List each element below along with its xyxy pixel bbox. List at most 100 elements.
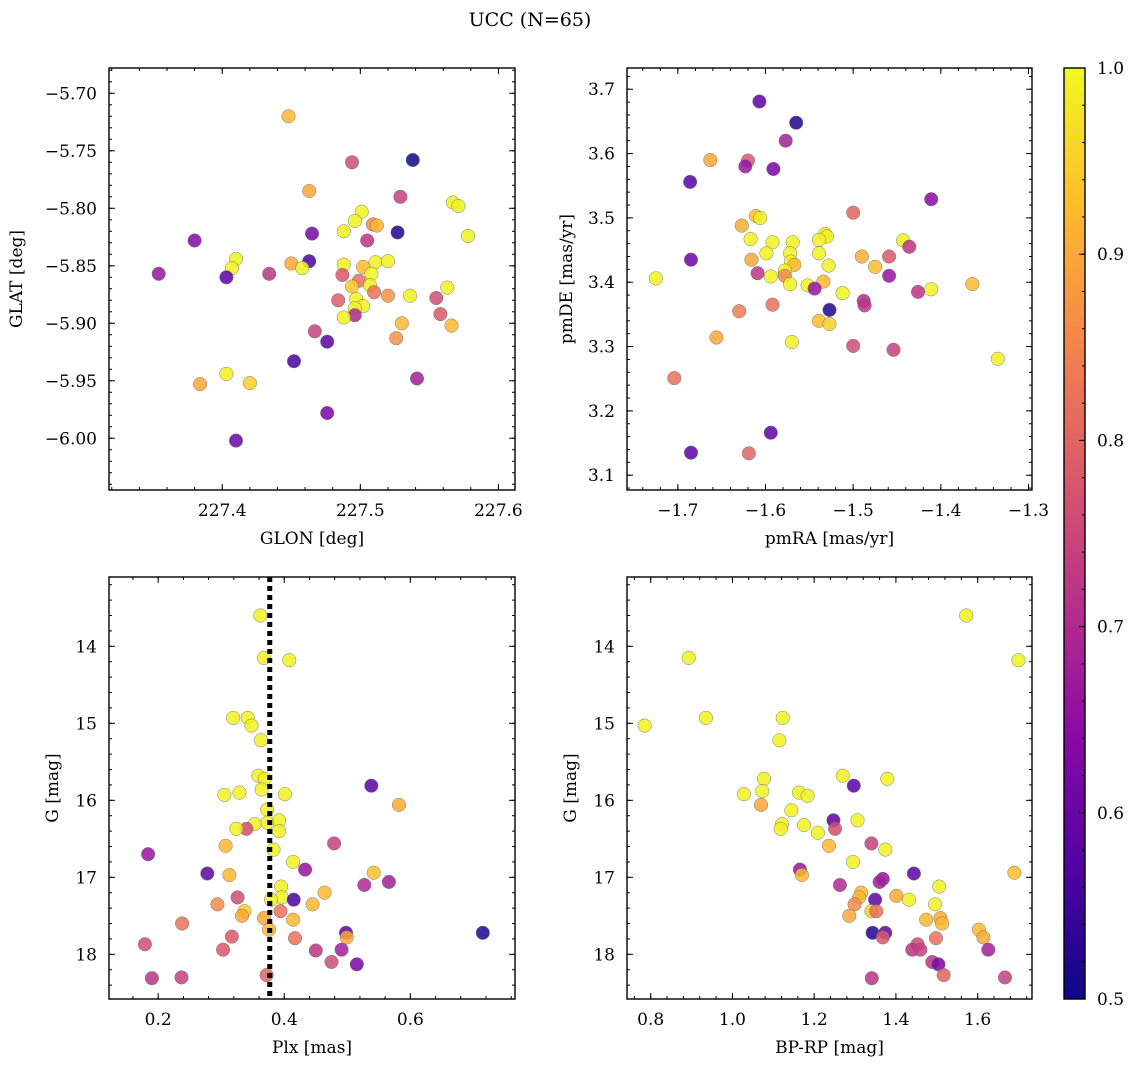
data-point [317, 885, 332, 900]
data-point [734, 218, 749, 233]
data-point [846, 338, 861, 353]
data-point [390, 225, 405, 240]
data-point [736, 787, 751, 802]
data-point [369, 218, 384, 233]
data-point [334, 942, 349, 957]
data-point [822, 302, 837, 317]
data-point [842, 908, 857, 923]
y-tick-label: 3.3 [588, 338, 615, 358]
y-tick-label: 14 [593, 637, 615, 657]
data-point [990, 351, 1005, 366]
y-tick-label: 18 [75, 945, 97, 965]
data-point [144, 971, 159, 986]
panel-glon-glat: 227.4 227.5 227.6 −5.70 −5.75 −5.80 −5.85 −5.90… [7, 67, 523, 549]
x-axis-label: Plx [mas] [272, 1038, 352, 1058]
data-point [753, 210, 768, 225]
data-point [784, 334, 799, 350]
data-point [886, 342, 901, 357]
data-point [440, 280, 455, 295]
data-point [835, 286, 850, 301]
data-point [794, 867, 809, 883]
data-point [703, 152, 718, 168]
x-axis-label: BP-RP [mag] [775, 1038, 884, 1058]
y-tick-label: 14 [75, 637, 97, 657]
x-tick-label: 0.6 [397, 1010, 424, 1030]
colorbar-tick-label: 0.6 [1097, 804, 1124, 824]
data-point [266, 842, 281, 857]
y-tick-label: 17 [75, 868, 97, 888]
data-point [335, 267, 350, 283]
colorbar: 0.5 0.6 0.7 0.8 0.9 1.0 [1063, 59, 1124, 1010]
data-point [380, 288, 396, 303]
y-tick-label: 3.4 [588, 273, 615, 293]
data-point [141, 847, 156, 862]
data-point [755, 784, 770, 799]
data-point [906, 866, 921, 881]
y-tick-label: 3.7 [588, 80, 615, 100]
data-point [200, 866, 215, 881]
points-group [151, 109, 476, 448]
x-tick-label: 0.8 [637, 1010, 664, 1030]
y-tick-label: −5.80 [45, 199, 97, 219]
data-point [864, 836, 879, 851]
data-point [219, 270, 234, 285]
colorbar-tick-label: 0.8 [1097, 431, 1124, 451]
data-point [1007, 865, 1022, 880]
data-point [698, 710, 713, 725]
data-point [262, 266, 277, 281]
data-point [827, 821, 843, 836]
data-point [226, 710, 241, 725]
data-point [475, 925, 490, 940]
data-point [965, 277, 980, 292]
data-point [219, 366, 234, 381]
colorbar-gradient [1064, 68, 1085, 999]
x-tick-label: 0.2 [145, 1010, 172, 1030]
data-point [845, 854, 861, 869]
y-axis-label: G [mag] [561, 753, 581, 822]
data-point [229, 821, 244, 836]
data-point [752, 94, 767, 109]
data-point [344, 279, 360, 294]
data-point [875, 930, 890, 945]
data-point [765, 235, 780, 250]
y-tick-label: 16 [75, 791, 97, 811]
data-point [277, 787, 292, 802]
data-point [924, 192, 939, 207]
y-tick-label: −5.95 [45, 372, 97, 392]
x-tick-label: 1.6 [964, 1010, 991, 1030]
x-tick-label: −1.5 [833, 501, 874, 521]
data-point [854, 249, 869, 264]
y-tick-label: 16 [593, 791, 615, 811]
data-point [308, 943, 323, 958]
data-point [433, 307, 448, 322]
data-point [460, 228, 476, 243]
data-point [924, 282, 939, 297]
x-tick-label: 1.2 [801, 1010, 828, 1030]
data-point [253, 733, 268, 748]
data-point [850, 813, 865, 828]
data-point [175, 916, 190, 931]
x-tick-label: 1.0 [719, 1010, 746, 1030]
data-point [295, 261, 310, 276]
data-point [709, 330, 724, 345]
x-tick-label: 227.5 [336, 501, 385, 521]
axes-frame [626, 67, 1033, 491]
data-point [232, 785, 247, 800]
data-point [832, 877, 847, 893]
data-point [451, 198, 466, 214]
data-point [253, 608, 268, 623]
data-point [811, 246, 827, 261]
data-point [789, 115, 804, 130]
data-point [228, 433, 244, 448]
data-point [882, 249, 897, 264]
data-point [286, 912, 301, 927]
panel-cmd: 0.8 1.0 1.2 1.4 1.6 14 15 16 17 18 BP-RP [mag] G [m… [561, 576, 1033, 1058]
axes-frame [108, 67, 516, 491]
data-point [217, 787, 232, 802]
x-axis-label: GLON [deg] [260, 529, 364, 549]
data-point [681, 650, 696, 665]
data-point [811, 232, 827, 247]
colorbar-tick-label: 0.5 [1097, 990, 1124, 1010]
y-tick-label: 3.5 [588, 209, 615, 229]
